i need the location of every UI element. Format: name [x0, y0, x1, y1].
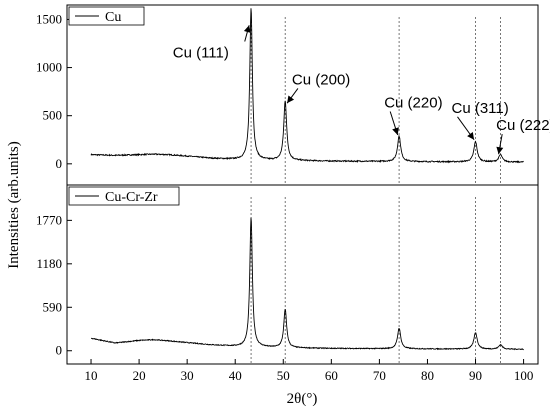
panels-layer: 0 500 1000 1500 Cu Cu (111) Cu (200) Cu (220) Cu…	[36, 4, 550, 365]
peak-label: Cu (111)	[173, 44, 229, 61]
y-tick-label: 0	[56, 343, 63, 358]
arrow-head	[496, 146, 504, 155]
x-tick-label: 90	[469, 368, 482, 383]
peak-label: Cu (222)	[496, 117, 550, 134]
x-tick-label: 40	[229, 368, 242, 383]
peak-annotation: Cu (111)	[173, 25, 251, 61]
panel-frame	[66, 184, 539, 365]
y-axis-title: Intensities (arb.units)	[6, 141, 22, 268]
y-tick-label: 590	[43, 299, 63, 314]
legend-box	[68, 186, 180, 206]
panel-frame	[66, 4, 539, 186]
arrow-head	[287, 95, 295, 104]
y-tick-label: 1180	[36, 256, 62, 271]
arrow-head	[392, 127, 399, 135]
peak-annotation: Cu (200)	[286, 71, 350, 104]
y-tick-label: 1500	[36, 11, 62, 26]
peak-label: Cu (220)	[384, 95, 442, 112]
x-tick-label: 20	[133, 368, 146, 383]
peak-annotation: Cu (220)	[384, 95, 443, 136]
legend: Cu-Cr-Zr	[68, 186, 180, 206]
peak-label: Cu (311)	[451, 100, 508, 117]
x-axis: 10 20 30 40 50 60 70 80 90 100	[85, 359, 534, 383]
x-tick-label: 50	[277, 368, 290, 383]
series-line	[90, 8, 524, 164]
x-axis-title: 2θ(°)	[287, 391, 318, 407]
legend: Cu	[68, 6, 145, 26]
peak-annotation: Cu (222)	[496, 117, 550, 155]
x-tick-label: 30	[181, 368, 194, 383]
legend-label: Cu-Cr-Zr	[105, 190, 158, 205]
y-tick-label: 1770	[36, 212, 62, 227]
x-tick-label: 60	[325, 368, 338, 383]
x-tick-label: 10	[85, 368, 98, 383]
x-tick-label: 70	[373, 368, 386, 383]
legend-box	[68, 6, 145, 26]
arrow-head	[467, 132, 475, 140]
peak-annotation: Cu (311)	[451, 100, 509, 141]
panel-1: 0 590 1180 1770 Cu-Cr-Zr	[36, 184, 539, 365]
arrow-head	[243, 25, 251, 33]
x-tick-label: 80	[421, 368, 434, 383]
panel-0: 0 500 1000 1500 Cu Cu (111) Cu (200) Cu (220) Cu…	[36, 4, 550, 186]
y-tick-label: 0	[56, 156, 63, 171]
y-tick-label: 500	[43, 108, 63, 123]
y-tick-label: 1000	[36, 60, 62, 75]
legend-label: Cu	[105, 10, 121, 25]
peak-label: Cu (200)	[292, 71, 350, 88]
series-line	[90, 217, 524, 351]
x-tick-label: 100	[514, 368, 534, 383]
